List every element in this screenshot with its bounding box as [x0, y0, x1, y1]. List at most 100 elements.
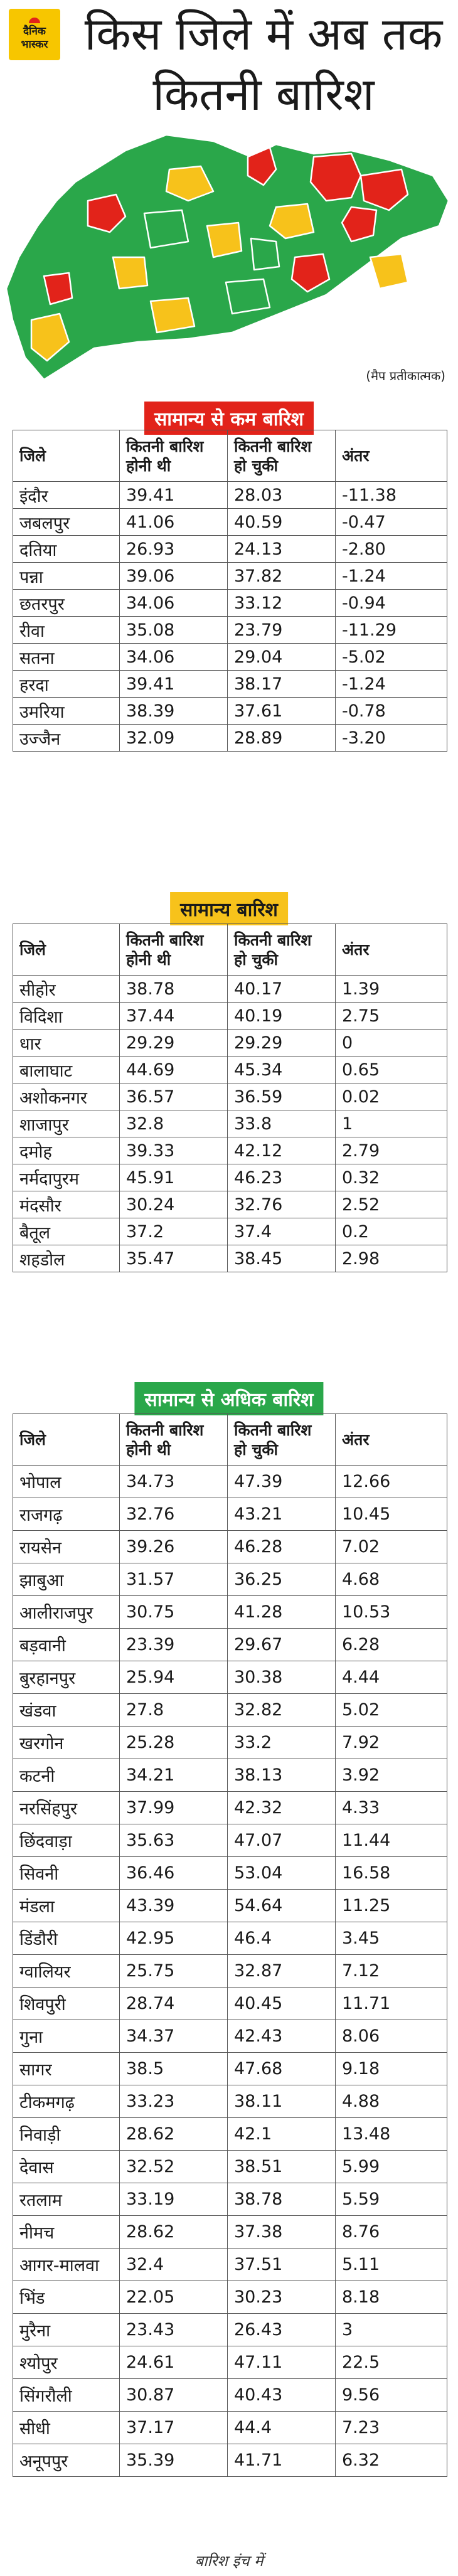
district-cell: पन्ना [13, 562, 120, 590]
table-header-row: जिले कितनी बारिश होनी थी कितनी बारिश हो … [13, 430, 447, 482]
received-cell: 33.2 [227, 1726, 336, 1759]
table-row: पन्ना 39.06 37.82 -1.24 [13, 562, 447, 590]
diff-cell: 5.99 [335, 2150, 447, 2183]
district-cell: रीवा [13, 616, 120, 644]
table-row: खंडवा 27.8 32.82 5.02 [13, 1693, 447, 1727]
received-cell: 54.64 [227, 1889, 336, 1922]
received-cell: 38.17 [227, 670, 336, 698]
district-cell: बैतूल [13, 1218, 120, 1245]
expected-cell: 35.08 [119, 616, 228, 644]
diff-cell: 2.98 [335, 1245, 447, 1272]
table-row: सीधी 37.17 44.4 7.23 [13, 2411, 447, 2444]
expected-cell: 34.06 [119, 589, 228, 617]
expected-cell: 39.33 [119, 1137, 228, 1164]
received-cell: 42.12 [227, 1137, 336, 1164]
diff-cell: 6.28 [335, 1628, 447, 1661]
diff-cell: 0 [335, 1029, 447, 1056]
table-row: जबलपुर 41.06 40.59 -0.47 [13, 508, 447, 536]
expected-cell: 44.69 [119, 1056, 228, 1083]
district-cell: भिंड [13, 2281, 120, 2314]
table-row: सिवनी 36.46 53.04 16.58 [13, 1856, 447, 1890]
map-region [206, 221, 243, 258]
header: दैनिक भास्कर किस जिले में अब तक कितनी बा… [0, 0, 458, 132]
map-region [369, 253, 409, 290]
diff-cell: -11.38 [335, 481, 447, 509]
map-region [247, 146, 277, 186]
district-cell: धार [13, 1029, 120, 1056]
dainik-bhaskar-logo: दैनिक भास्कर [9, 9, 60, 60]
table-row: मंदसौर 30.24 32.76 2.52 [13, 1191, 447, 1218]
table-row: रीवा 35.08 23.79 -11.29 [13, 616, 447, 644]
table-row: रायसेन 39.26 46.28 7.02 [13, 1530, 447, 1563]
expected-cell: 28.62 [119, 2117, 228, 2151]
district-cell: सीधी [13, 2411, 120, 2444]
map-region [43, 272, 73, 306]
diff-cell: 12.66 [335, 1465, 447, 1498]
table-row: शाजापुर 32.8 33.8 1 [13, 1110, 447, 1137]
district-cell: सिंगरौली [13, 2378, 120, 2412]
district-cell: विदिशा [13, 1002, 120, 1030]
table-row: खरगोन 25.28 33.2 7.92 [13, 1726, 447, 1759]
expected-cell: 38.5 [119, 2052, 228, 2085]
table-row: हरदा 39.41 38.17 -1.24 [13, 670, 447, 698]
expected-cell: 35.39 [119, 2444, 228, 2477]
table-row: इंदौर 39.41 28.03 -11.38 [13, 481, 447, 509]
diff-cell: 3.45 [335, 1922, 447, 1955]
expected-cell: 37.2 [119, 1218, 228, 1245]
diff-cell: 5.11 [335, 2248, 447, 2281]
table-row: उज्जैन 32.09 28.89 -3.20 [13, 724, 447, 752]
district-cell: खरगोन [13, 1726, 120, 1759]
col-received: कितनी बारिश हो चुकी [227, 1413, 336, 1466]
expected-cell: 37.44 [119, 1002, 228, 1030]
diff-cell: 5.02 [335, 1693, 447, 1727]
district-cell: श्योपुर [13, 2346, 120, 2379]
table-row: धार 29.29 29.29 0 [13, 1029, 447, 1056]
diff-cell: -3.20 [335, 724, 447, 752]
expected-cell: 34.06 [119, 643, 228, 671]
district-cell: शिवपुरी [13, 1987, 120, 2020]
diff-cell: -0.47 [335, 508, 447, 536]
received-cell: 38.51 [227, 2150, 336, 2183]
expected-cell: 28.74 [119, 1987, 228, 2020]
district-cell: रतलाम [13, 2183, 120, 2216]
diff-cell: 2.52 [335, 1191, 447, 1218]
received-cell: 41.71 [227, 2444, 336, 2477]
expected-cell: 39.26 [119, 1530, 228, 1563]
diff-cell: 8.18 [335, 2281, 447, 2314]
expected-cell: 33.19 [119, 2183, 228, 2216]
table-row: सतना 34.06 29.04 -5.02 [13, 643, 447, 671]
table-row: अनूपपुर 35.39 41.71 6.32 [13, 2444, 447, 2477]
expected-cell: 22.05 [119, 2281, 228, 2314]
table-row: उमरिया 38.39 37.61 -0.78 [13, 697, 447, 725]
map-region [290, 253, 331, 293]
col-expected: कितनी बारिश होनी थी [119, 923, 228, 976]
district-cell: शहडोल [13, 1245, 120, 1272]
section-title-above-normal: सामान्य से अधिक बारिश [134, 1382, 324, 1415]
diff-cell: 22.5 [335, 2346, 447, 2379]
diff-cell: 16.58 [335, 1856, 447, 1890]
diff-cell: 0.2 [335, 1218, 447, 1245]
footer-unit-note: बारिश इंच में [194, 2552, 264, 2570]
expected-cell: 26.93 [119, 535, 228, 563]
district-cell: कटनी [13, 1759, 120, 1792]
below-normal-table: जिले कितनी बारिश होनी थी कितनी बारिश हो … [13, 430, 447, 752]
table-row: बालाघाट 44.69 45.34 0.65 [13, 1056, 447, 1083]
district-cell: सागर [13, 2052, 120, 2085]
expected-cell: 36.46 [119, 1856, 228, 1890]
received-cell: 37.4 [227, 1218, 336, 1245]
diff-cell: 7.12 [335, 1954, 447, 1988]
diff-cell: 2.75 [335, 1002, 447, 1030]
col-expected: कितनी बारिश होनी थी [119, 430, 228, 482]
district-cell: बालाघाट [13, 1056, 120, 1083]
district-cell: रायसेन [13, 1530, 120, 1563]
table-row: निवाड़ी 28.62 42.1 13.48 [13, 2117, 447, 2151]
received-cell: 44.4 [227, 2411, 336, 2444]
sun-icon [29, 18, 40, 23]
district-cell: नीमच [13, 2215, 120, 2249]
col-diff: अंतर [335, 923, 447, 976]
expected-cell: 34.37 [119, 2020, 228, 2053]
diff-cell: 13.48 [335, 2117, 447, 2151]
district-cell: हरदा [13, 670, 120, 698]
expected-cell: 32.4 [119, 2248, 228, 2281]
table-row: भोपाल 34.73 47.39 12.66 [13, 1465, 447, 1498]
